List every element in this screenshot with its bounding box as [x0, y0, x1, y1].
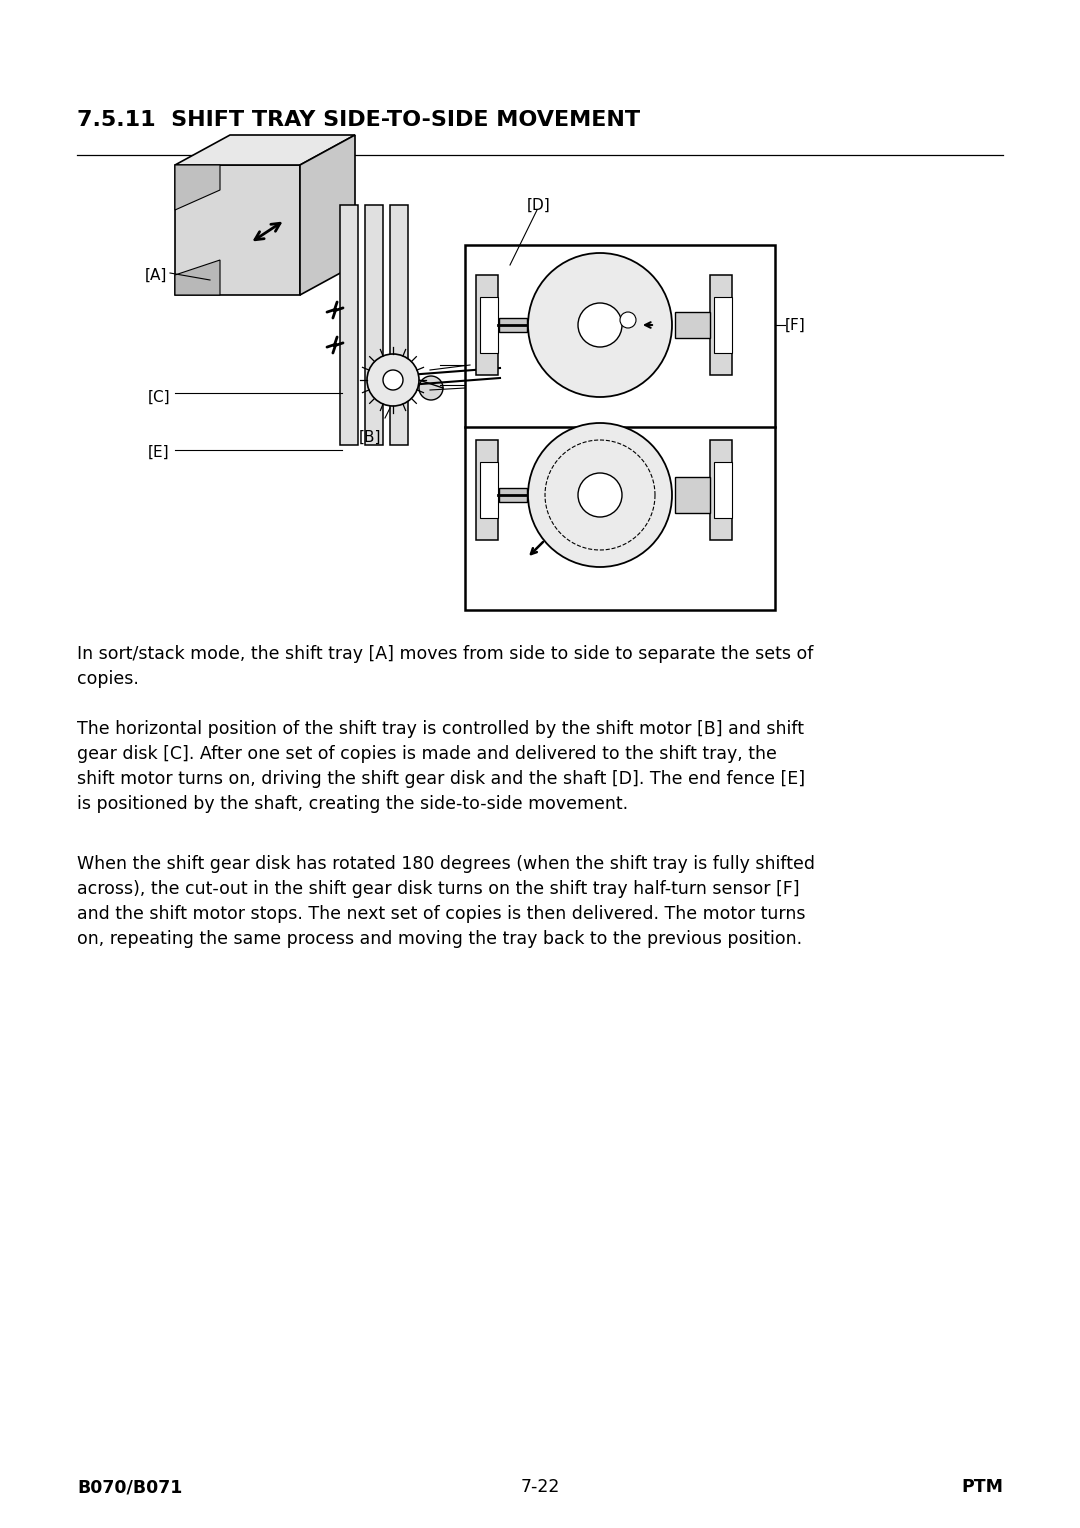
Text: 7-22: 7-22	[521, 1478, 559, 1496]
Polygon shape	[365, 205, 383, 445]
Text: In sort/stack mode, the shift tray [A] moves from side to side to separate the s: In sort/stack mode, the shift tray [A] m…	[77, 645, 813, 688]
Polygon shape	[675, 477, 710, 513]
Text: [F]: [F]	[785, 318, 806, 333]
Text: [C]: [C]	[148, 390, 171, 405]
Text: [B]: [B]	[359, 429, 381, 445]
Polygon shape	[476, 275, 498, 374]
Polygon shape	[499, 318, 527, 332]
Circle shape	[367, 354, 419, 406]
Text: When the shift gear disk has rotated 180 degrees (when the shift tray is fully s: When the shift gear disk has rotated 180…	[77, 856, 815, 947]
Text: [A]: [A]	[145, 267, 167, 283]
Polygon shape	[390, 205, 408, 445]
Bar	[465, 244, 775, 610]
Circle shape	[383, 370, 403, 390]
Circle shape	[419, 376, 443, 400]
Polygon shape	[480, 461, 498, 518]
Polygon shape	[175, 165, 220, 209]
Polygon shape	[175, 260, 220, 295]
Circle shape	[528, 254, 672, 397]
Polygon shape	[714, 296, 732, 353]
Polygon shape	[175, 134, 355, 165]
Text: B070/B071: B070/B071	[77, 1478, 183, 1496]
Text: [E]: [E]	[148, 445, 170, 460]
Circle shape	[578, 474, 622, 516]
Circle shape	[578, 303, 622, 347]
Polygon shape	[480, 296, 498, 353]
Text: [D]: [D]	[527, 199, 551, 212]
Polygon shape	[476, 440, 498, 539]
Text: 7.5.11  SHIFT TRAY SIDE-TO-SIDE MOVEMENT: 7.5.11 SHIFT TRAY SIDE-TO-SIDE MOVEMENT	[77, 110, 640, 130]
Polygon shape	[499, 487, 527, 503]
Polygon shape	[714, 461, 732, 518]
Circle shape	[528, 423, 672, 567]
Polygon shape	[340, 205, 357, 445]
Text: PTM: PTM	[961, 1478, 1003, 1496]
Polygon shape	[710, 440, 732, 539]
Polygon shape	[175, 165, 300, 295]
Text: The horizontal position of the shift tray is controlled by the shift motor [B] a: The horizontal position of the shift tra…	[77, 720, 805, 813]
Circle shape	[620, 312, 636, 329]
Polygon shape	[300, 134, 355, 295]
Polygon shape	[710, 275, 732, 374]
Polygon shape	[675, 312, 710, 338]
